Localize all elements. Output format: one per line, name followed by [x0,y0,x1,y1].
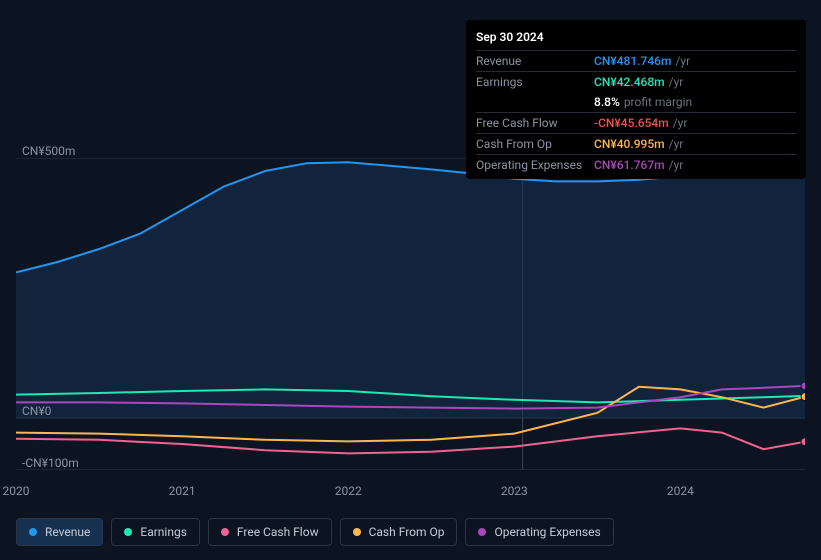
x-axis-label: 2022 [335,484,362,498]
tooltip-suffix: /yr [669,137,684,151]
legend-swatch [478,528,486,536]
tooltip-row: RevenueCN¥481.746m/yr [476,50,796,71]
tooltip-value: CN¥481.746m [594,54,671,68]
y-axis-label: -CN¥100m [22,456,79,470]
legend-label: Operating Expenses [494,525,600,539]
tooltip-label: Cash From Op [476,137,594,151]
legend-item-opex[interactable]: Operating Expenses [465,518,613,546]
legend-swatch [124,528,132,536]
tooltip-label: Earnings [476,75,594,89]
x-axis-label: 2020 [3,484,30,498]
tooltip-suffix: /yr [669,75,684,89]
legend-label: Cash From Op [369,525,445,539]
tooltip-suffix: profit margin [624,95,692,109]
legend-label: Earnings [140,525,187,539]
y-axis-label: CN¥500m [22,144,75,158]
tooltip-date: Sep 30 2024 [476,26,796,50]
chart-legend: Revenue Earnings Free Cash Flow Cash From O… [16,518,614,546]
tooltip-label: Revenue [476,54,594,68]
tooltip-value: -CN¥45.654m [594,116,669,130]
chart-tooltip: Sep 30 2024 RevenueCN¥481.746m/yrEarning… [466,20,806,179]
chart-svg [16,158,805,470]
legend-item-revenue[interactable]: Revenue [16,518,103,546]
x-axis-label: 2024 [667,484,694,498]
tooltip-row: Free Cash Flow-CN¥45.654m/yr [476,112,796,133]
financials-chart: CN¥500mCN¥0-CN¥100m [16,158,805,478]
legend-swatch [353,528,361,536]
tooltip-suffix: /yr [669,158,684,172]
tooltip-row: Cash From OpCN¥40.995m/yr [476,133,796,154]
tooltip-value: CN¥40.995m [594,137,665,151]
y-axis-label: CN¥0 [22,404,51,418]
tooltip-row: EarningsCN¥42.468m/yr [476,71,796,92]
tooltip-suffix: /yr [673,116,688,130]
x-axis-labels: 20202021202220232024 [16,484,805,504]
x-axis-label: 2023 [501,484,528,498]
tooltip-row: Operating ExpensesCN¥61.767m/yr [476,154,796,175]
tooltip-value: 8.8% [594,95,620,109]
legend-label: Free Cash Flow [237,525,319,539]
x-axis-label: 2021 [169,484,196,498]
tooltip-value: CN¥42.468m [594,75,665,89]
tooltip-value: CN¥61.767m [594,158,665,172]
legend-swatch [221,528,229,536]
tooltip-row: 8.8% profit margin [476,92,796,112]
tooltip-label [476,95,594,109]
legend-item-earnings[interactable]: Earnings [111,518,200,546]
legend-item-fcf[interactable]: Free Cash Flow [208,518,332,546]
tooltip-label: Operating Expenses [476,158,594,172]
legend-item-cfo[interactable]: Cash From Op [340,518,458,546]
tooltip-label: Free Cash Flow [476,116,594,130]
tooltip-suffix: /yr [675,54,690,68]
legend-swatch [29,528,37,536]
legend-label: Revenue [45,525,90,539]
